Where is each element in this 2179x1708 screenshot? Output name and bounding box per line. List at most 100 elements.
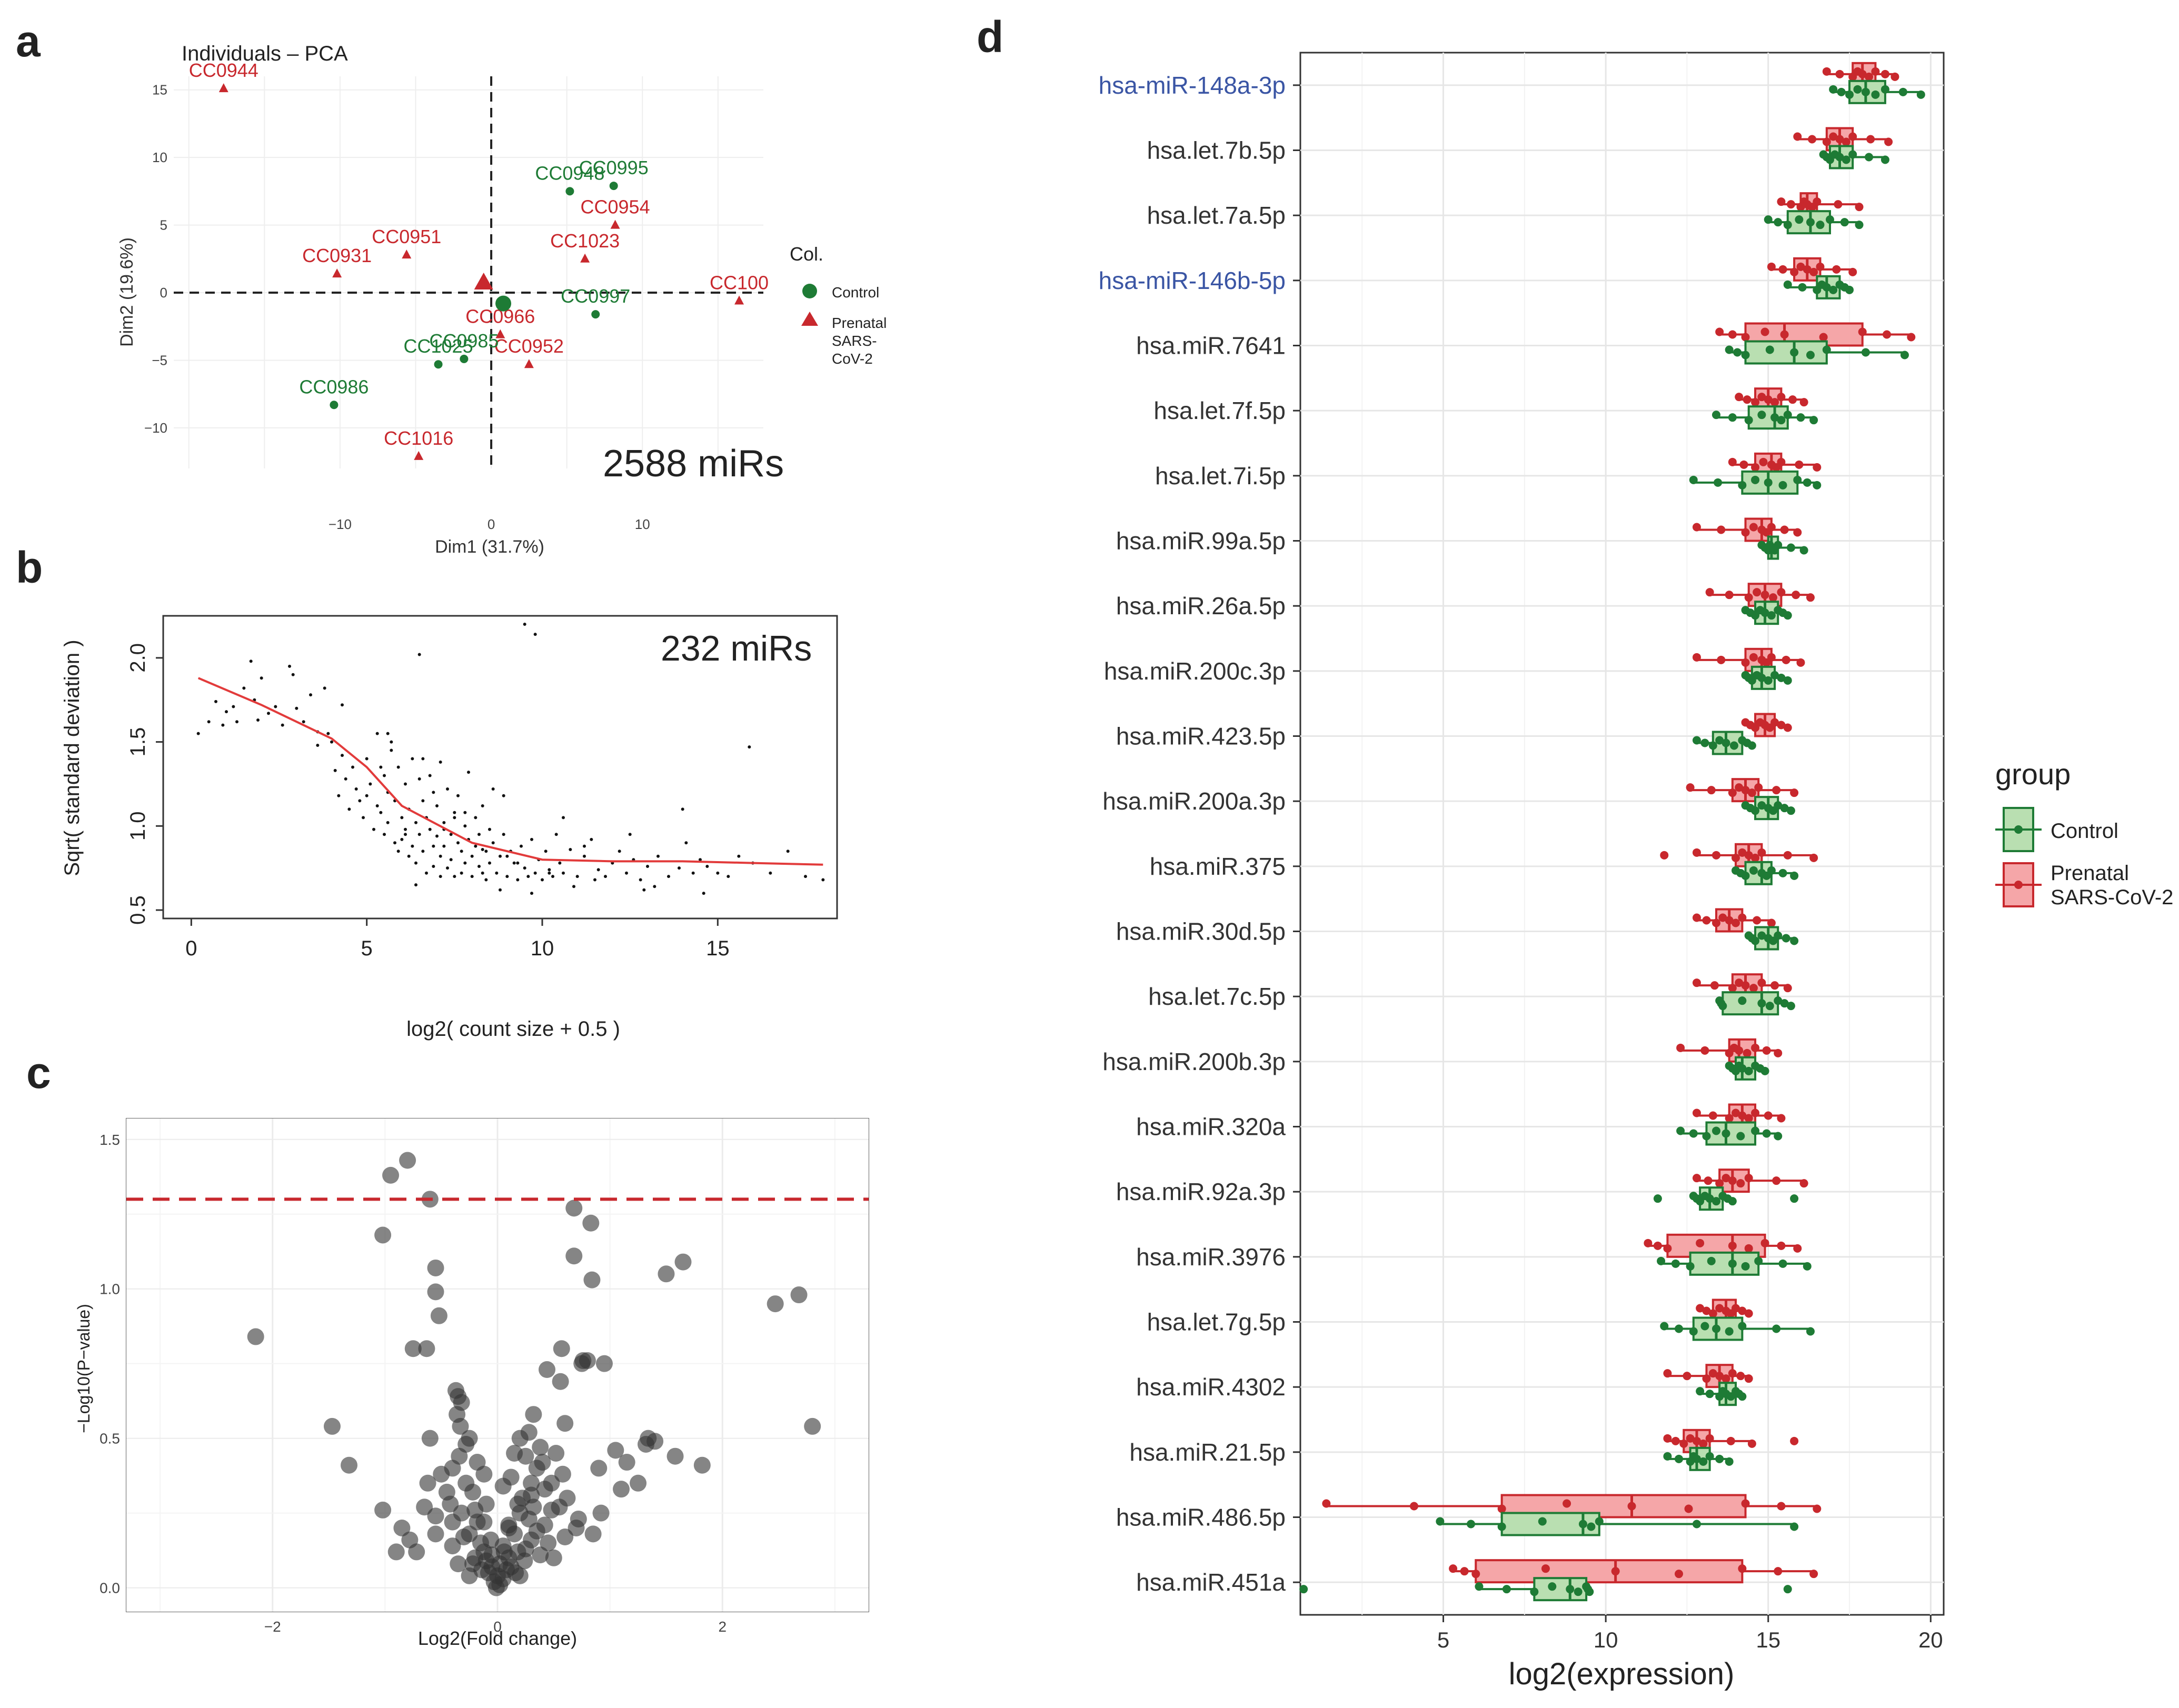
- boxplot-point-control: [1774, 801, 1783, 810]
- boxplot-point-prenatal: [1735, 978, 1744, 987]
- sd-axes: 0 5 10 15 0.5 1.0 1.5 2.0: [126, 643, 730, 960]
- sd-point: [341, 754, 344, 757]
- boxplot-point-control: [1777, 416, 1786, 425]
- sd-point: [390, 740, 393, 744]
- sd-point: [491, 841, 495, 845]
- pca-ytick-label: −5: [152, 352, 167, 368]
- boxplot-point-control: [1712, 1126, 1720, 1135]
- boxplot-point-prenatal: [1712, 851, 1720, 860]
- boxplot-point-prenatal: [1717, 525, 1726, 534]
- boxplot-point-prenatal: [1743, 395, 1752, 404]
- volcano-point: [514, 1490, 531, 1507]
- boxplot-point-control: [1757, 673, 1766, 682]
- volcano-point: [553, 1340, 570, 1357]
- sd-point: [428, 827, 432, 831]
- sd-xtick-label: 5: [361, 937, 373, 960]
- boxplot-point-control: [1741, 871, 1750, 880]
- pca-point-label: CC0952: [494, 335, 564, 357]
- sd-point: [456, 841, 460, 845]
- sd-point: [411, 757, 414, 761]
- boxplot-point-control: [1767, 611, 1776, 620]
- boxplot-point-control: [1786, 1002, 1795, 1011]
- boxplot-point-control: [1861, 87, 1870, 96]
- volcano-point: [693, 1456, 711, 1474]
- boxplot-point-prenatal: [1786, 200, 1795, 209]
- sd-point: [375, 804, 379, 807]
- boxplot-point-control: [1715, 1454, 1724, 1463]
- boxplot-point-prenatal: [1751, 398, 1760, 407]
- sd-point: [512, 861, 516, 865]
- boxplot-point-control: [1822, 345, 1831, 354]
- boxplot-point-prenatal: [1835, 69, 1844, 78]
- boxplot-point-prenatal: [1741, 658, 1750, 667]
- boxplot-point-prenatal: [1679, 1439, 1688, 1448]
- boxplot-point-control: [1700, 738, 1709, 747]
- boxplot-point-control: [1798, 283, 1807, 292]
- boxplot-point-prenatal: [1751, 1043, 1760, 1052]
- volcano-point: [540, 1534, 557, 1552]
- sd-point: [302, 720, 305, 724]
- volcano-point: [374, 1501, 392, 1519]
- volcano-point: [607, 1442, 624, 1459]
- boxplot-point-control: [1692, 736, 1701, 745]
- boxplot-point-prenatal: [1707, 786, 1716, 795]
- boxplot-point-prenatal: [1813, 463, 1822, 472]
- volcano-point: [556, 1415, 574, 1432]
- pca-xtick-label: 0: [487, 516, 495, 532]
- boxplot-point-control: [1741, 351, 1750, 359]
- sd-point: [505, 854, 509, 858]
- boxplot-point-control: [1770, 413, 1779, 422]
- sd-point: [417, 777, 421, 781]
- boxplot-point-prenatal: [1497, 1504, 1506, 1513]
- boxplot-point-control: [1502, 1585, 1511, 1594]
- volcano-point: [523, 1531, 540, 1549]
- sd-point: [596, 868, 600, 872]
- volcano-point: [482, 1531, 500, 1549]
- sd-point: [256, 718, 260, 722]
- pca-point-prenatal: [332, 268, 342, 278]
- boxplot-point-control: [1741, 1262, 1750, 1271]
- boxplot-point-control: [1783, 221, 1792, 229]
- boxplot-point-prenatal: [1704, 1176, 1713, 1185]
- pca-point-control: [460, 354, 469, 363]
- sd-point: [495, 871, 499, 875]
- volcano-point: [374, 1226, 392, 1244]
- sd-point: [470, 875, 474, 878]
- boxplot-box-control: [1744, 340, 1828, 365]
- boxplot-point-prenatal: [1692, 523, 1701, 532]
- boxplot-point-prenatal: [1780, 330, 1789, 339]
- sd-point: [414, 821, 417, 824]
- boxplot-point-prenatal: [1858, 327, 1867, 336]
- volcano-point: [487, 1579, 505, 1596]
- boxplot-point-prenatal: [1627, 1502, 1636, 1511]
- sd-point: [260, 676, 263, 680]
- boxplot-point-prenatal: [1764, 1111, 1773, 1120]
- volcano-point: [556, 1529, 574, 1546]
- sd-point: [435, 804, 439, 807]
- boxplot-point-control: [1772, 1324, 1781, 1333]
- boxplot-point-control: [1751, 1126, 1760, 1135]
- sd-point: [526, 875, 530, 878]
- boxplot-point-prenatal: [1813, 197, 1822, 206]
- volcano-point: [573, 1355, 591, 1372]
- boxplot-point-control: [1848, 150, 1857, 159]
- sd-point: [499, 888, 502, 892]
- boxplot-point-control: [1774, 541, 1783, 550]
- pca-point-control: [330, 401, 339, 409]
- pca-point-prenatal: [580, 253, 590, 263]
- sd-xlabel: log2( count size + 0.5 ): [406, 1017, 620, 1041]
- boxplot-point-prenatal: [1809, 267, 1818, 276]
- boxplot-point-control: [1728, 1259, 1737, 1268]
- sd-point: [628, 833, 632, 836]
- volcano-point: [638, 1435, 654, 1453]
- sd-point: [481, 871, 484, 875]
- sd-point: [365, 794, 369, 797]
- boxplot-category-label: hsa.let.7g.5p: [1147, 1309, 1286, 1336]
- sd-point: [449, 833, 453, 836]
- volcano-point: [790, 1286, 808, 1304]
- boxplot-point-prenatal: [1699, 1439, 1708, 1448]
- sd-point: [453, 875, 456, 878]
- boxplot-point-control: [1538, 1517, 1547, 1526]
- boxplot-point-control: [1782, 934, 1790, 943]
- sd-point: [369, 782, 372, 786]
